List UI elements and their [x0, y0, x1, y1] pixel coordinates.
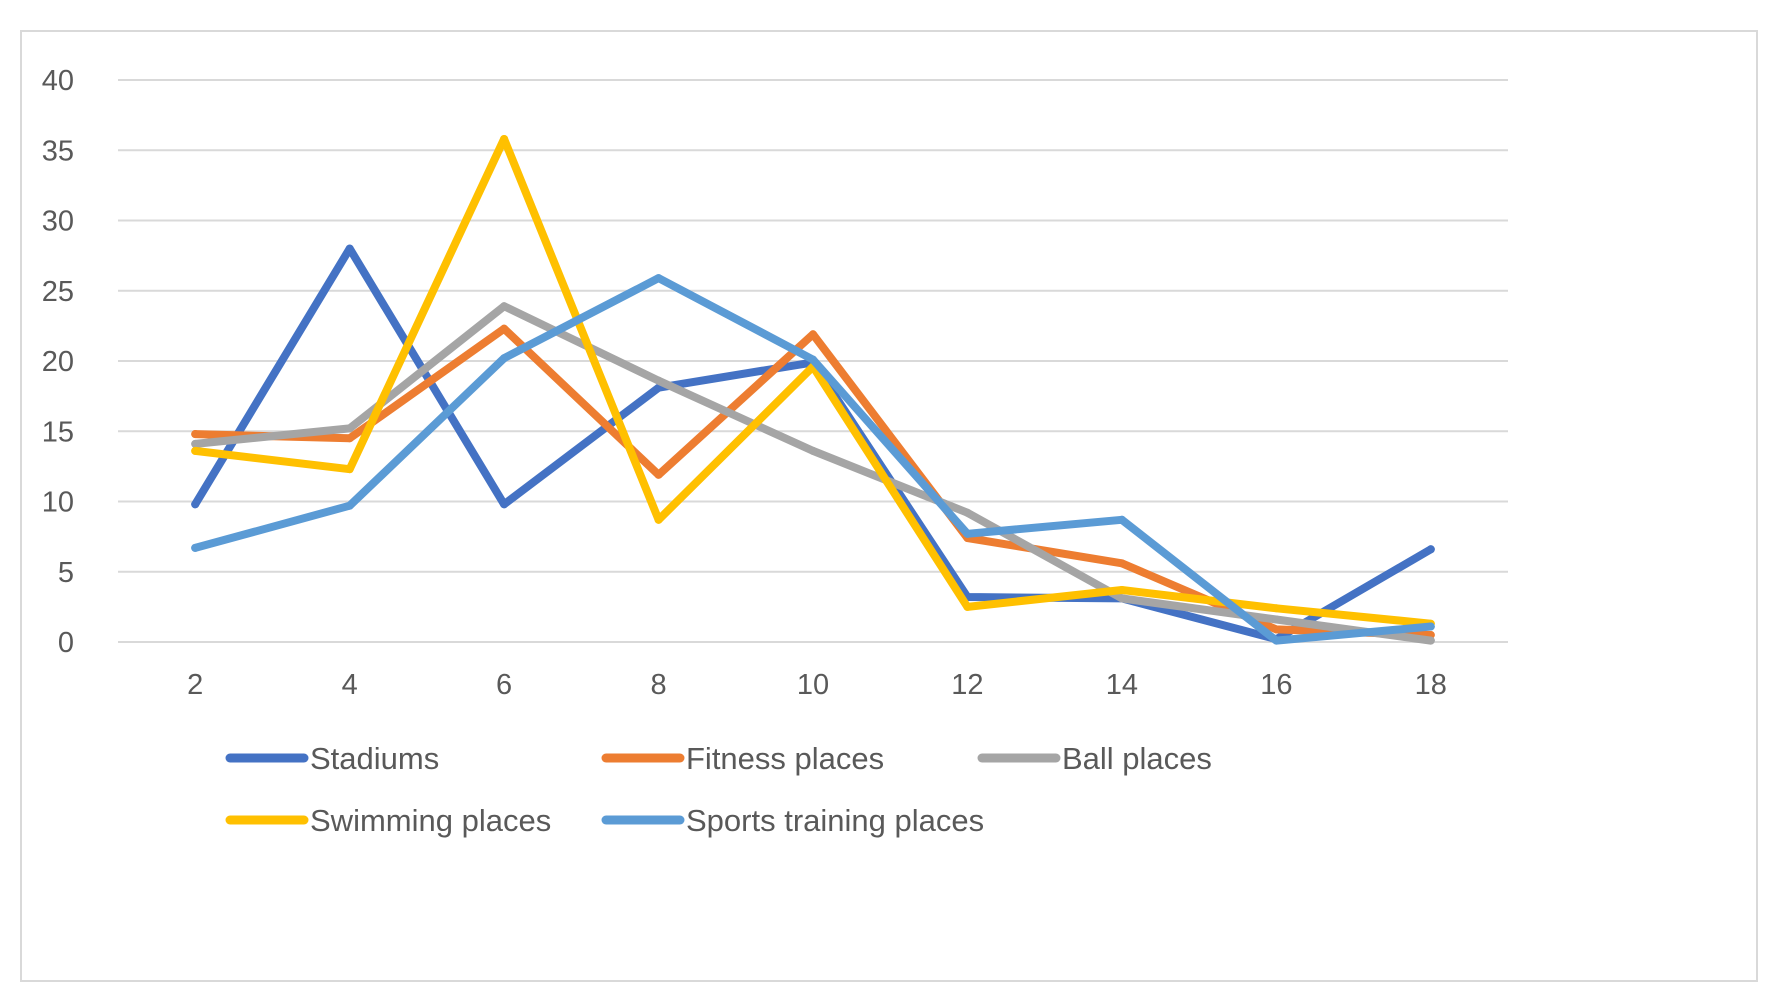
data-point-swimming-places: [345, 465, 354, 474]
x-tick-label: 6: [496, 669, 512, 701]
legend-label-ball-places: Ball places: [1062, 741, 1212, 776]
data-point-ball-places: [809, 446, 817, 455]
data-point-sports-training-places: [500, 354, 509, 363]
legend: Stadiums Fitness places Ball places Swimmin…: [225, 741, 1212, 838]
series-lines: [191, 135, 1435, 645]
data-point-swimming-places: [654, 515, 663, 524]
data-point-sports-training-places: [1426, 622, 1435, 631]
series-line-swimming-places: [191, 135, 1435, 628]
x-tick-label: 12: [951, 669, 983, 701]
data-point-sports-training-places: [809, 355, 817, 364]
y-tick-label: 5: [58, 557, 74, 589]
line-chart: 0 5 10 15 20 25 30 35 40 2 4 6 8 10 12 14 16 18 Stadiums…: [42, 65, 1508, 838]
y-tick-label: 25: [42, 276, 74, 308]
data-point-ball-places: [345, 424, 354, 433]
series-line-fitness-places: [191, 324, 1435, 639]
data-point-ball-places: [963, 508, 972, 517]
x-tick-label: 16: [1260, 669, 1292, 701]
y-tick-label: 0: [58, 627, 74, 659]
y-tick-label: 10: [42, 487, 74, 519]
data-point-fitness-places: [500, 324, 509, 333]
data-point-fitness-places: [1117, 559, 1126, 568]
x-tick-label: 4: [342, 669, 358, 701]
x-tick-label: 18: [1415, 669, 1447, 701]
y-tick-label: 15: [42, 416, 74, 448]
data-point-fitness-places: [191, 430, 200, 439]
legend-label-fitness-places: Fitness places: [686, 741, 884, 776]
data-point-fitness-places: [809, 330, 817, 339]
series-line-stadiums: [191, 244, 1435, 644]
data-point-stadiums: [500, 500, 509, 509]
y-tick-label: 40: [42, 65, 74, 97]
data-point-swimming-places: [1272, 604, 1281, 613]
x-tick-label: 8: [650, 669, 666, 701]
data-point-swimming-places: [1117, 586, 1126, 595]
data-point-sports-training-places: [1272, 636, 1281, 645]
data-point-stadiums: [1426, 545, 1435, 554]
data-point-ball-places: [1426, 636, 1435, 645]
data-point-ball-places: [654, 376, 663, 385]
data-point-ball-places: [191, 439, 200, 448]
data-point-ball-places: [1272, 615, 1281, 624]
data-point-stadiums: [345, 244, 354, 253]
data-point-sports-training-places: [1117, 515, 1126, 524]
chart-frame: 0 5 10 15 20 25 30 35 40 2 4 6 8 10 12 14 16 18 Stadiums…: [20, 30, 1758, 982]
data-point-swimming-places: [191, 446, 200, 455]
data-point-fitness-places: [1272, 625, 1281, 634]
legend-label-sports-training-places: Sports training places: [686, 803, 984, 838]
x-tick-label: 2: [187, 669, 203, 701]
data-point-ball-places: [1117, 594, 1126, 603]
data-point-sports-training-places: [345, 501, 354, 510]
data-point-ball-places: [500, 302, 509, 311]
data-point-fitness-places: [654, 470, 663, 479]
legend-label-stadiums: Stadiums: [310, 741, 439, 776]
data-point-sports-training-places: [963, 529, 972, 538]
data-point-sports-training-places: [654, 274, 663, 283]
legend-label-swimming-places: Swimming places: [310, 803, 551, 838]
y-axis-tick-labels: 0 5 10 15 20 25 30 35 40: [42, 65, 74, 659]
x-tick-label: 14: [1106, 669, 1138, 701]
x-axis-tick-labels: 2 4 6 8 10 12 14 16 18: [187, 669, 1447, 701]
y-tick-label: 30: [42, 206, 74, 238]
data-point-sports-training-places: [191, 543, 200, 552]
data-point-fitness-places: [345, 434, 354, 443]
data-point-swimming-places: [963, 602, 972, 611]
y-tick-label: 20: [42, 346, 74, 378]
data-point-stadiums: [191, 500, 200, 509]
data-point-swimming-places: [500, 135, 509, 144]
y-tick-label: 35: [42, 135, 74, 167]
x-tick-label: 10: [797, 669, 829, 701]
